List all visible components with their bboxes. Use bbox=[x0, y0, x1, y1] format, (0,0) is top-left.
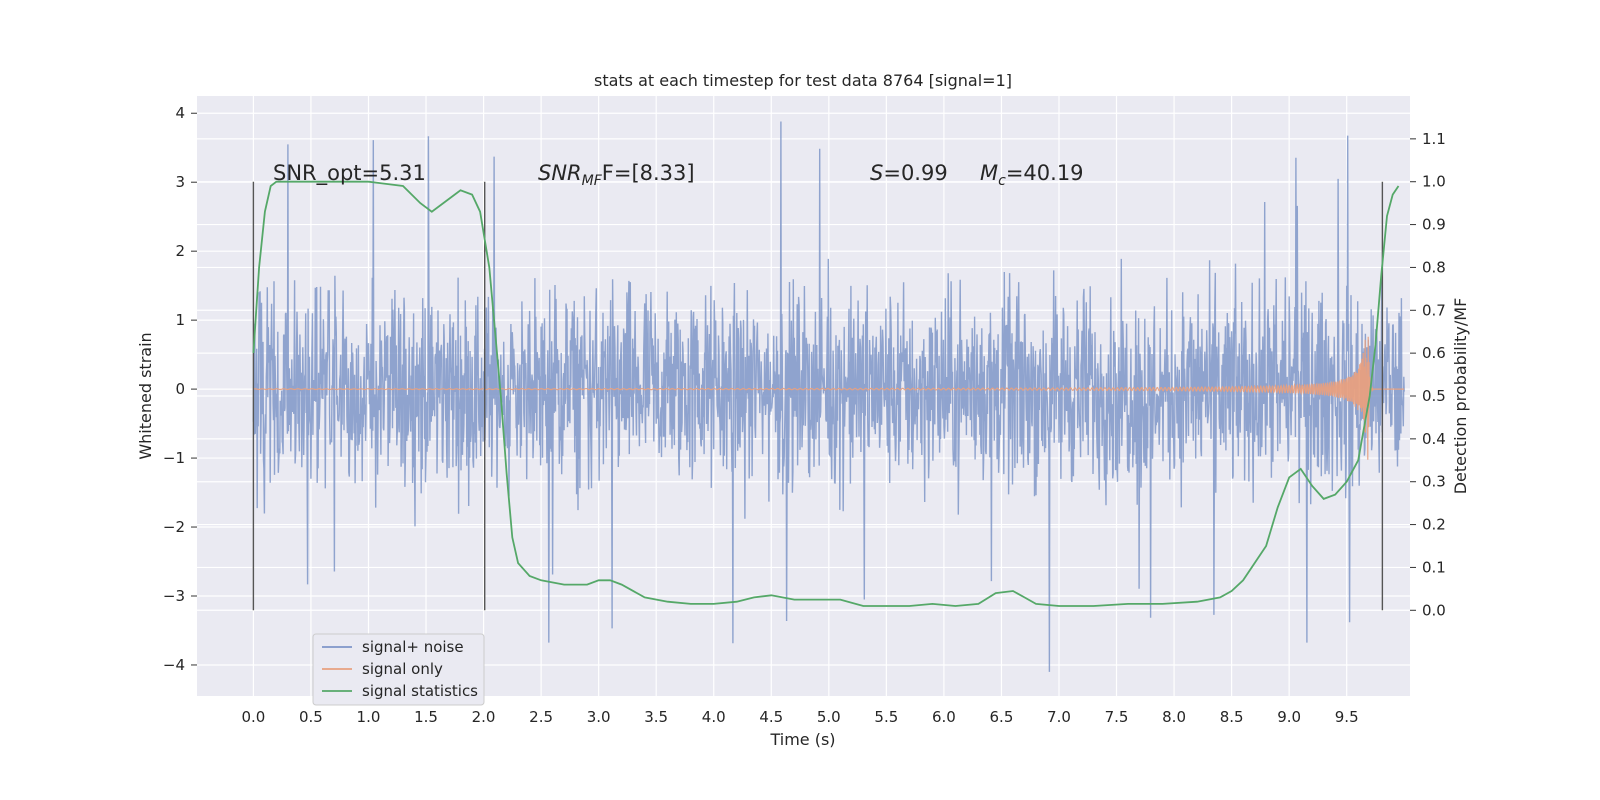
left-y-axis-ticks: 4 3 2 1 0 −1 −2 −3 −4 bbox=[163, 104, 197, 674]
legend-label-signal-only: signal only bbox=[362, 660, 443, 678]
mc-value: =40.19 bbox=[1006, 161, 1084, 185]
s-label: S bbox=[870, 161, 883, 185]
legend-label-signal-statistics: signal statistics bbox=[362, 682, 478, 700]
y-right-tick-label: 0.8 bbox=[1422, 258, 1446, 276]
mc-label: M bbox=[980, 161, 998, 185]
x-tick-label: 5.5 bbox=[874, 708, 898, 726]
mc-annotation: Mc=40.19 bbox=[980, 161, 1084, 189]
x-tick-label: 6.0 bbox=[932, 708, 956, 726]
x-tick-label: 9.5 bbox=[1335, 708, 1359, 726]
signal-only-line bbox=[253, 336, 1405, 460]
snr-opt-annotation: SNR_opt=5.31 bbox=[273, 161, 426, 186]
y-right-tick-label: 0.3 bbox=[1422, 473, 1446, 491]
signal-noise-line bbox=[252, 121, 1405, 672]
y-left-tick-label: 2 bbox=[175, 242, 185, 260]
vertical-markers bbox=[252, 181, 1384, 611]
y-right-tick-label: 0.0 bbox=[1422, 601, 1446, 619]
y-left-tick-label: 3 bbox=[175, 173, 185, 191]
y-right-tick-label: 0.9 bbox=[1422, 216, 1446, 234]
snr-mf-annotation: SNRMFF=[8.33] bbox=[538, 161, 695, 189]
mc-subscript: c bbox=[998, 173, 1006, 189]
y-right-tick-label: 1.1 bbox=[1422, 130, 1446, 148]
x-tick-label: 7.0 bbox=[1047, 708, 1071, 726]
y-right-tick-label: 0.5 bbox=[1422, 387, 1446, 405]
y-left-tick-label: −1 bbox=[163, 449, 185, 467]
y-right-tick-label: 0.4 bbox=[1422, 430, 1446, 448]
x-tick-label: 4.0 bbox=[702, 708, 726, 726]
x-tick-label: 8.0 bbox=[1162, 708, 1186, 726]
y-right-tick-label: 0.7 bbox=[1422, 301, 1446, 319]
x-tick-label: 2.5 bbox=[529, 708, 553, 726]
signal-only-series bbox=[253, 336, 1405, 460]
y-left-tick-label: 4 bbox=[175, 104, 185, 122]
snr-mf-value: F=[8.33] bbox=[602, 161, 695, 185]
signal-statistics-line bbox=[252, 180, 1400, 607]
y-right-tick-label: 0.6 bbox=[1422, 344, 1446, 362]
x-tick-label: 0.0 bbox=[241, 708, 265, 726]
x-axis-ticks: 0.0 0.5 1.0 1.5 2.0 2.5 3.0 3.5 4.0 4.5 5.0 5.5 6.0 6… bbox=[241, 708, 1358, 726]
signal-noise-series bbox=[252, 121, 1405, 672]
left-y-axis-label: Whitened strain bbox=[136, 332, 155, 459]
x-tick-label: 5.0 bbox=[817, 708, 841, 726]
signal-statistics-series bbox=[252, 180, 1400, 607]
x-tick-label: 0.5 bbox=[299, 708, 323, 726]
x-tick-label: 3.5 bbox=[644, 708, 668, 726]
s-value: =0.99 bbox=[883, 161, 947, 185]
legend: signal+ noise signal only signal statist… bbox=[312, 633, 485, 706]
y-left-tick-label: 1 bbox=[175, 311, 185, 329]
x-tick-label: 7.5 bbox=[1105, 708, 1129, 726]
right-y-axis-ticks: 1.1 1.0 0.9 0.8 0.7 0.6 0.5 0.4 0.3 0.2 0.1 0.0 bbox=[1410, 130, 1446, 619]
snr-mf-subscript: MF bbox=[582, 173, 603, 189]
s-annotation: S=0.99 bbox=[870, 161, 948, 185]
snr-mf-prefix: SNR bbox=[538, 161, 582, 185]
y-right-tick-label: 0.2 bbox=[1422, 516, 1446, 534]
y-left-tick-label: −2 bbox=[163, 518, 185, 536]
y-left-tick-label: −4 bbox=[163, 656, 185, 674]
x-tick-label: 2.0 bbox=[472, 708, 496, 726]
right-y-axis-label: Detection probability/MF bbox=[1451, 298, 1470, 495]
x-axis-label: Time (s) bbox=[769, 730, 835, 749]
x-tick-label: 4.5 bbox=[759, 708, 783, 726]
y-left-tick-label: −3 bbox=[163, 587, 185, 605]
x-tick-label: 6.5 bbox=[990, 708, 1014, 726]
x-tick-label: 8.5 bbox=[1220, 708, 1244, 726]
x-tick-label: 1.5 bbox=[414, 708, 438, 726]
legend-box bbox=[312, 633, 485, 706]
y-left-tick-label: 0 bbox=[175, 380, 185, 398]
x-tick-label: 9.0 bbox=[1277, 708, 1301, 726]
x-tick-label: 1.0 bbox=[357, 708, 381, 726]
x-tick-label: 3.0 bbox=[587, 708, 611, 726]
chart-title: stats at each timestep for test data 876… bbox=[594, 71, 1012, 90]
legend-label-signal-noise: signal+ noise bbox=[362, 638, 464, 656]
y-right-tick-label: 0.1 bbox=[1422, 558, 1446, 576]
y-right-tick-label: 1.0 bbox=[1422, 173, 1446, 191]
